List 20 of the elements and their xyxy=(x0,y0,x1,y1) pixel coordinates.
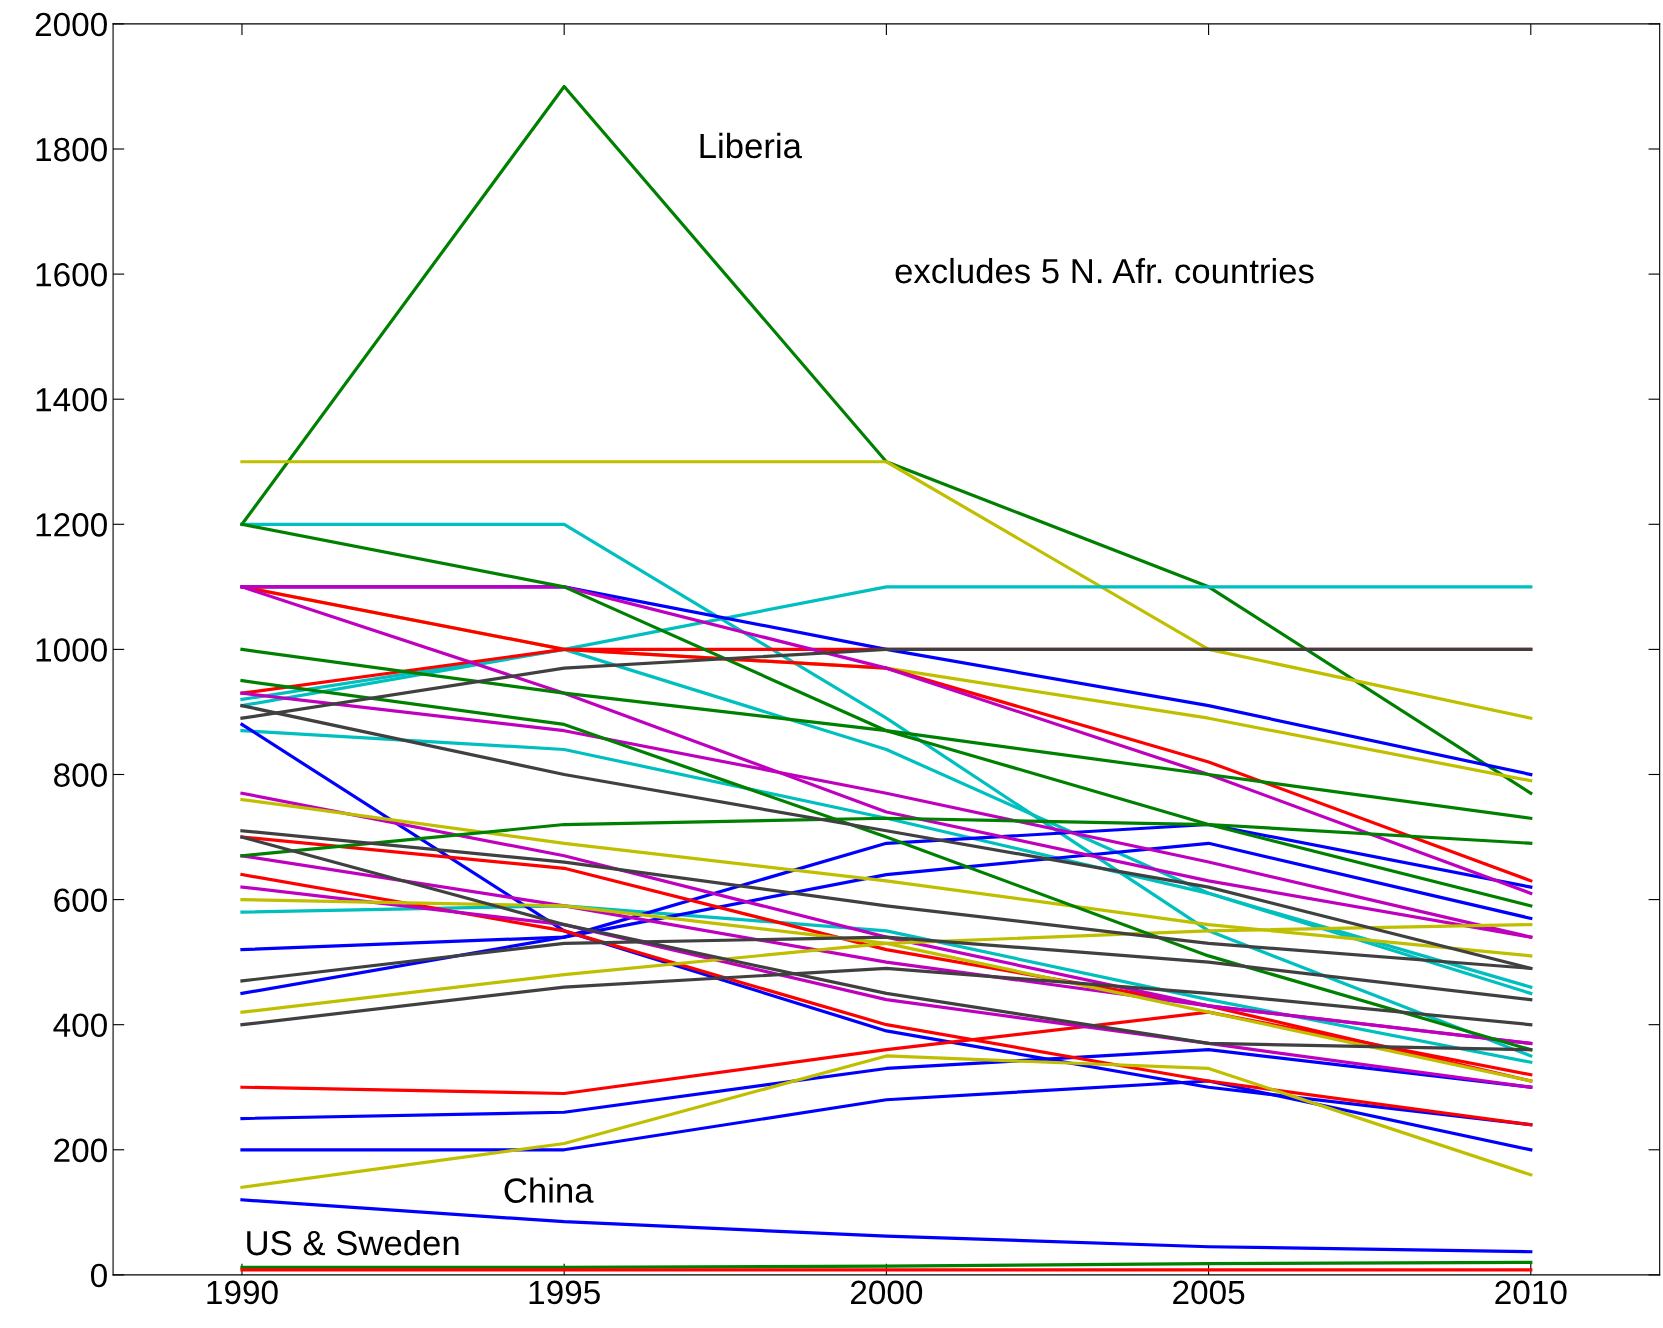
annotation: Liberia xyxy=(700,132,802,159)
annotation: US & Sweden xyxy=(247,1229,459,1256)
y-tick-label: 1400 xyxy=(36,388,107,412)
y-tick-label: 0 xyxy=(90,1263,107,1288)
y-tick-label: 1600 xyxy=(36,262,107,287)
y-tick-label: 600 xyxy=(54,888,107,912)
annotation: China xyxy=(504,1177,594,1203)
y-tick-label: 1800 xyxy=(36,137,107,162)
y-tick-label: 1200 xyxy=(36,513,107,537)
y-tick-label: 200 xyxy=(54,1138,107,1163)
x-tick-label: 1995 xyxy=(529,1280,600,1305)
annotation: excludes 5 N. Afr. countries xyxy=(895,257,1314,284)
y-tick-label: 2000 xyxy=(35,12,107,37)
x-tick-label: 1990 xyxy=(207,1280,278,1305)
x-tick-label: 2000 xyxy=(850,1280,923,1305)
y-tick-label: 800 xyxy=(54,763,107,787)
y-tick-label: 1000 xyxy=(36,638,107,662)
x-tick-label: 2010 xyxy=(1495,1280,1567,1305)
x-tick-label: 2005 xyxy=(1173,1280,1245,1305)
y-tick-label: 400 xyxy=(53,1013,107,1038)
